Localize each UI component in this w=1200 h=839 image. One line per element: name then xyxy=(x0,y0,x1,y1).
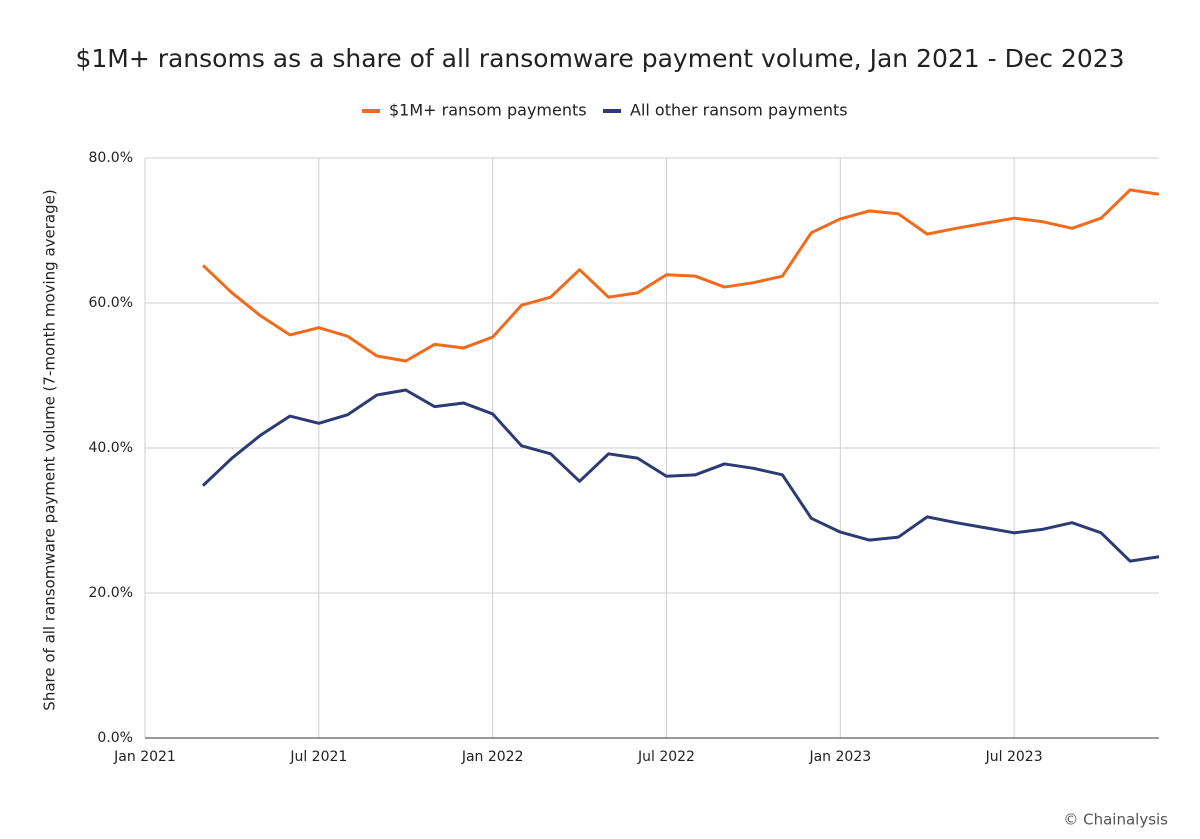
y-tick-label: 60.0% xyxy=(89,295,133,311)
x-tick-label: Jan 2021 xyxy=(113,749,176,765)
legend-label: All other ransom payments xyxy=(630,101,848,120)
chart-title: $1M+ ransoms as a share of all ransomwar… xyxy=(75,44,1124,73)
y-tick-label: 80.0% xyxy=(89,150,133,166)
y-tick-label: 0.0% xyxy=(97,730,133,746)
series-line xyxy=(201,188,1160,363)
source: © Chainalysis xyxy=(1063,811,1168,829)
y-tick-label: 40.0% xyxy=(89,440,133,456)
x-tick-label: Jul 2023 xyxy=(985,749,1043,765)
x-tick-label: Jul 2021 xyxy=(289,749,347,765)
series-line xyxy=(201,388,1160,563)
y-axis-label: Share of all ransomware payment volume (… xyxy=(41,189,59,710)
x-tick-label: Jan 2022 xyxy=(461,749,524,765)
y-tick-label: 20.0% xyxy=(89,585,133,601)
legend-label: $1M+ ransom payments xyxy=(389,101,587,120)
x-tick-label: Jul 2022 xyxy=(637,749,695,765)
x-tick-label: Jan 2023 xyxy=(808,749,871,765)
